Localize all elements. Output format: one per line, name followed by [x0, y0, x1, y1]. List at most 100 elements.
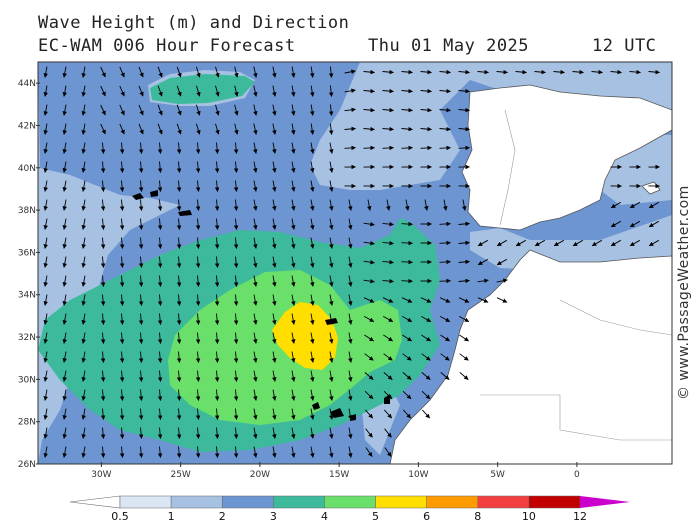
direction-arrow: [214, 180, 220, 192]
direction-arrow: [215, 104, 220, 116]
direction-arrow: [553, 239, 565, 247]
direction-arrow: [363, 69, 375, 75]
legend-swatch: [426, 495, 479, 509]
direction-arrow: [119, 313, 125, 325]
direction-arrow: [62, 199, 67, 211]
direction-arrow: [253, 313, 258, 325]
direction-arrow: [195, 199, 201, 211]
direction-arrow: [81, 199, 86, 211]
direction-arrow: [439, 278, 451, 284]
direction-arrow: [176, 161, 182, 173]
direction-arrow: [364, 334, 374, 342]
direction-arrow: [62, 161, 67, 173]
direction-arrow: [402, 372, 412, 380]
direction-arrow: [233, 218, 239, 230]
direction-arrow: [176, 104, 182, 116]
direction-arrow: [421, 390, 431, 400]
direction-arrow: [138, 218, 144, 230]
direction-arrow: [253, 294, 258, 306]
direction-arrow: [367, 199, 372, 211]
direction-arrow: [458, 107, 470, 113]
direction-arrow: [100, 446, 106, 458]
direction-arrow: [43, 446, 48, 458]
direction-arrow: [157, 389, 163, 401]
direction-arrow: [328, 85, 334, 97]
direction-arrow: [401, 297, 413, 303]
direction-arrow: [214, 389, 220, 401]
direction-arrow: [421, 353, 431, 361]
direction-arrow: [648, 201, 660, 209]
direction-arrow: [43, 275, 48, 287]
lat-tick-label: 44N: [18, 79, 36, 89]
direction-arrow: [421, 409, 431, 419]
direction-arrow: [233, 313, 239, 325]
direction-arrow: [81, 427, 86, 439]
direction-arrow: [195, 427, 201, 439]
direction-arrow: [401, 240, 413, 246]
direction-arrow: [310, 180, 315, 192]
direction-arrow: [195, 237, 201, 249]
direction-arrow: [553, 69, 565, 75]
direction-arrow: [291, 332, 296, 344]
direction-arrow: [610, 69, 622, 75]
direction-arrow: [253, 85, 258, 97]
direction-arrow: [272, 332, 277, 344]
direction-arrow: [62, 408, 67, 420]
lon-tick-label: 5W: [490, 470, 505, 480]
legend-label: 4: [321, 510, 328, 523]
direction-arrow: [272, 313, 277, 325]
direction-arrow: [458, 126, 470, 132]
direction-arrow: [119, 370, 125, 382]
direction-arrow: [100, 408, 106, 420]
lat-tick-label: 38N: [18, 206, 36, 216]
direction-arrow: [43, 351, 48, 363]
direction-arrow: [62, 370, 67, 382]
direction-arrow: [496, 297, 508, 303]
direction-arrow: [138, 104, 144, 116]
direction-arrow: [348, 294, 353, 306]
direction-arrow: [329, 142, 334, 154]
lat-tick-label: 30N: [18, 375, 36, 385]
lat-tick-label: 42N: [18, 121, 36, 131]
direction-arrow: [440, 334, 450, 342]
direction-arrow: [81, 313, 86, 325]
lat-tick-label: 36N: [18, 248, 36, 258]
direction-arrow: [402, 334, 412, 342]
direction-arrow: [272, 294, 277, 306]
direction-arrow: [176, 237, 182, 249]
direction-arrow: [100, 142, 106, 154]
axis-ticks: 26N 28N 30N 32N 34N 36N 38N 40N 42N 44N 30W 25W 20W 1…: [18, 79, 580, 480]
direction-arrow: [534, 69, 546, 75]
direction-arrow: [253, 161, 258, 173]
direction-arrow: [176, 142, 182, 154]
lat-tick-label: 34N: [18, 291, 36, 301]
direction-arrow: [100, 332, 106, 344]
direction-arrow: [272, 85, 277, 97]
direction-arrow: [458, 145, 470, 151]
direction-arrow: [138, 332, 144, 344]
direction-arrow: [348, 332, 353, 344]
sea-5-6m: [272, 302, 338, 370]
direction-arrow: [81, 294, 86, 306]
direction-arrow: [100, 161, 106, 173]
direction-arrow: [344, 126, 356, 132]
direction-arrow: [459, 372, 469, 380]
direction-arrow: [176, 294, 182, 306]
direction-arrow: [629, 220, 641, 228]
direction-arrow: [382, 126, 394, 132]
direction-arrow: [157, 142, 163, 154]
direction-arrow: [233, 332, 239, 344]
legend-swatch: [477, 495, 530, 509]
direction-arrow: [43, 237, 48, 249]
direction-arrow: [363, 316, 375, 322]
direction-arrow: [43, 161, 48, 173]
direction-arrow: [329, 237, 334, 249]
map-area: [38, 62, 672, 464]
direction-arrow: [195, 180, 201, 192]
lat-tick-label: 40N: [18, 164, 36, 174]
direction-arrow: [401, 145, 413, 151]
direction-arrow: [401, 316, 413, 322]
direction-arrow: [43, 389, 48, 401]
direction-arrow: [195, 351, 201, 363]
direction-arrow: [215, 123, 220, 135]
